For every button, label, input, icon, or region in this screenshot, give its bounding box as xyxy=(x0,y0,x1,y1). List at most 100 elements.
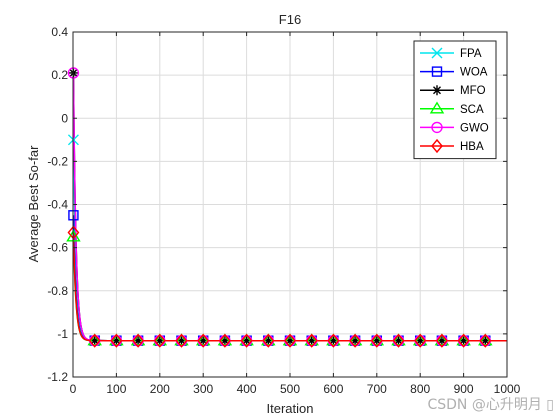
marker-mfo xyxy=(458,335,469,346)
y-tick-label: 0.2 xyxy=(51,68,68,82)
marker-mfo-stroke xyxy=(480,335,491,346)
marker-sca xyxy=(152,333,168,346)
marker-sca xyxy=(87,333,102,346)
marker-sca xyxy=(174,333,189,346)
marker-sca xyxy=(195,333,211,346)
marker-hba xyxy=(110,333,123,348)
marker-hba xyxy=(175,333,188,348)
y-tick-label: 0.4 xyxy=(51,25,68,39)
marker-sca xyxy=(326,333,341,346)
marker-mfo-stroke xyxy=(133,335,144,346)
legend-marker-mfo-stroke xyxy=(432,85,442,96)
marker-mfo-stroke xyxy=(154,335,165,346)
chart-title: F16 xyxy=(279,12,301,27)
y-axis-label: Average Best So-far xyxy=(26,145,41,262)
marker-sca xyxy=(391,333,406,346)
legend-marker-sca xyxy=(429,101,445,114)
marker-sca xyxy=(478,333,493,346)
marker-hba xyxy=(349,333,362,348)
legend-marker-fpa xyxy=(431,47,443,59)
y-tick-label: -0.4 xyxy=(47,198,68,212)
marker-mfo-stroke xyxy=(89,335,100,346)
legend-label-fpa: FPA xyxy=(460,48,482,60)
marker-hba xyxy=(153,333,166,348)
legend-label-gwo: GWO xyxy=(460,122,489,134)
marker-mfo-stroke xyxy=(219,335,230,346)
marker-mfo xyxy=(133,335,144,346)
marker-sca xyxy=(434,333,450,346)
marker-mfo xyxy=(415,335,426,346)
legend-marker-woa xyxy=(431,66,443,77)
x-tick-label: 100 xyxy=(106,382,126,396)
x-tick-label: 200 xyxy=(150,382,170,396)
y-tick-label: -1 xyxy=(57,327,68,341)
y-tick-label: -1.2 xyxy=(47,370,68,384)
y-tick-label: -0.6 xyxy=(47,241,68,255)
x-tick-label: 0 xyxy=(70,382,77,396)
marker-mfo-stroke xyxy=(371,335,382,346)
marker-sca xyxy=(109,333,124,346)
marker-mfo xyxy=(285,335,295,346)
legend-label-mfo: MFO xyxy=(460,85,486,97)
marker-mfo-stroke xyxy=(328,335,339,346)
marker-mfo xyxy=(480,335,491,346)
marker-sca xyxy=(304,333,319,346)
y-tick-label: -0.8 xyxy=(47,284,68,298)
x-tick-label: 500 xyxy=(280,382,300,396)
legend-box xyxy=(413,40,497,160)
marker-mfo xyxy=(436,335,447,346)
marker-mfo xyxy=(393,335,404,346)
legend-marker-mfo xyxy=(432,85,442,96)
marker-mfo xyxy=(219,335,230,346)
marker-hba xyxy=(240,333,253,348)
legend-label-woa: WOA xyxy=(460,67,488,79)
legend-label-sca: SCA xyxy=(460,104,484,116)
marker-mfo xyxy=(241,335,252,346)
legend-marker-fpa-stroke xyxy=(431,47,443,59)
marker-mfo-stroke xyxy=(350,335,361,346)
y-tick-label: 0 xyxy=(61,111,68,125)
marker-sca xyxy=(217,333,233,346)
marker-mfo xyxy=(306,335,317,346)
marker-sca xyxy=(130,333,146,346)
marker-hba xyxy=(370,333,383,348)
marker-mfo-stroke xyxy=(176,335,187,346)
marker-sca xyxy=(239,333,254,346)
x-tick-label: 700 xyxy=(367,382,387,396)
marker-mfo xyxy=(198,335,209,346)
marker-mfo-stroke xyxy=(198,335,209,346)
y-tick-label: -0.2 xyxy=(47,154,68,168)
marker-hba xyxy=(327,333,340,348)
marker-hba xyxy=(435,333,448,348)
legend: FPA WOA MFO SCA GWO HBA xyxy=(413,40,497,160)
x-tick-label: 400 xyxy=(237,382,257,396)
marker-mfo xyxy=(111,335,122,346)
x-tick-label: 1000 xyxy=(494,382,521,396)
marker-sca xyxy=(347,333,363,346)
marker-mfo-stroke xyxy=(263,335,274,346)
marker-mfo xyxy=(350,335,361,346)
marker-hba xyxy=(479,333,492,348)
marker-mfo-stroke xyxy=(415,335,426,346)
legend-marker-gwo xyxy=(431,121,443,134)
x-tick-label: 600 xyxy=(323,382,343,396)
marker-mfo-stroke xyxy=(111,335,122,346)
marker-hba xyxy=(262,333,275,348)
marker-hba xyxy=(218,333,231,348)
marker-sca xyxy=(369,333,385,346)
marker-mfo-stroke xyxy=(393,335,404,346)
tick-group: 0 100 200 300 400 500 600 700 800 900 1000 -1.2 -1 -0… xyxy=(47,25,520,396)
marker-mfo xyxy=(328,335,339,346)
marker-hba xyxy=(457,333,470,348)
x-tick-label: 800 xyxy=(410,382,430,396)
marker-hba xyxy=(392,333,405,348)
marker-hba xyxy=(132,333,145,348)
series-group xyxy=(66,67,507,348)
marker-hba xyxy=(88,333,101,348)
marker-hba xyxy=(197,333,210,348)
marker-mfo xyxy=(89,335,100,346)
marker-sca xyxy=(261,333,276,346)
marker-sca xyxy=(412,333,428,346)
legend-marker-hba xyxy=(431,138,443,154)
